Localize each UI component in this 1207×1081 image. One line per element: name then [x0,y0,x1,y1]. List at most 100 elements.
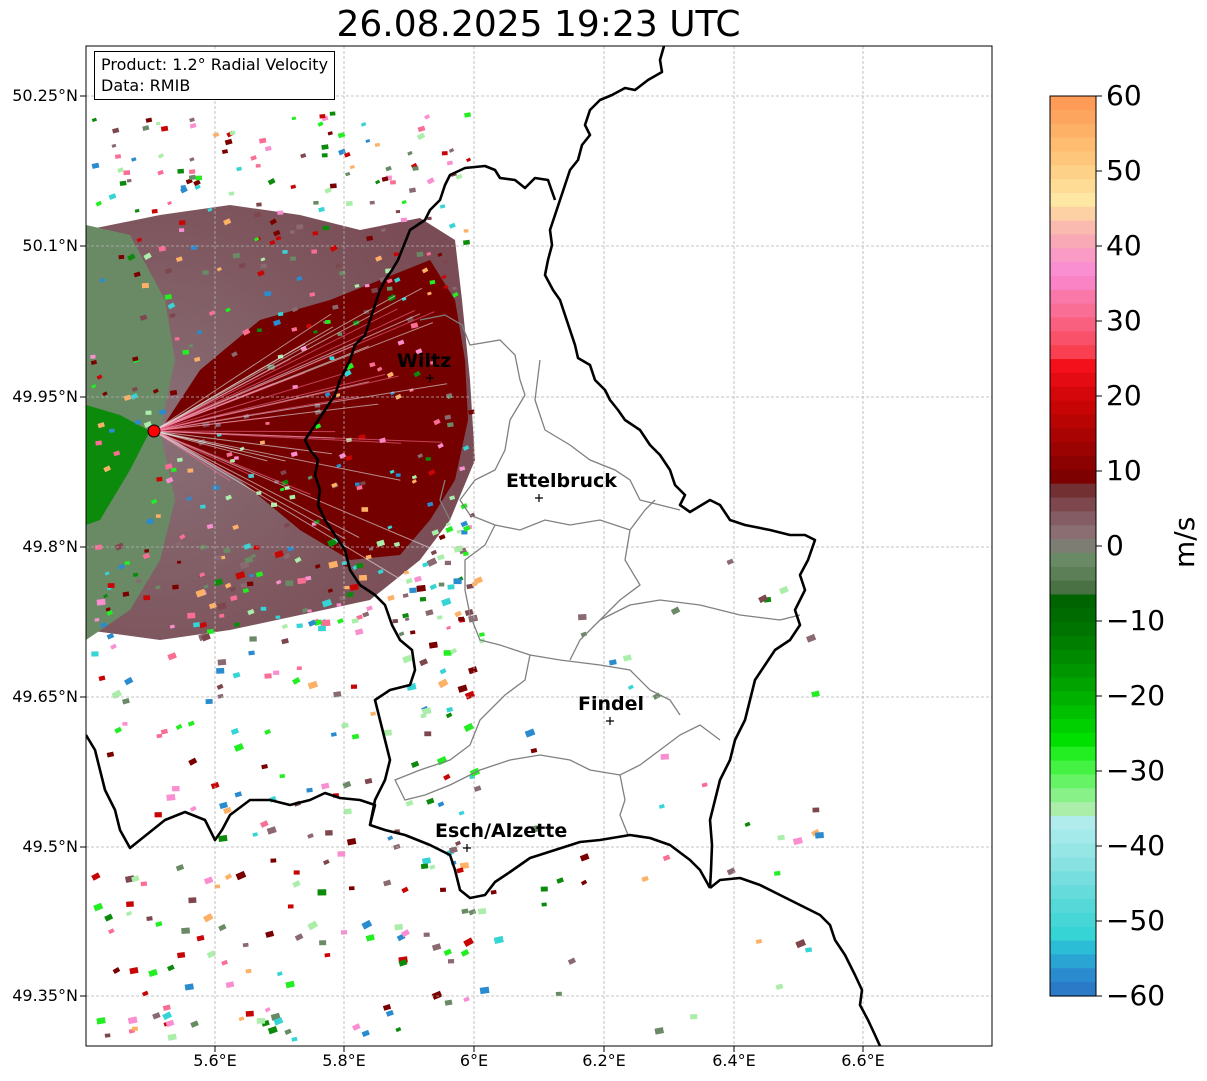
echo-pixel [270,858,277,863]
colorbar-swatch [1050,165,1096,180]
echo-pixel [422,562,429,568]
echo-pixel [99,277,106,283]
echo-pixel [449,846,458,854]
echo-pixel [236,166,242,172]
echo-pixel [182,349,190,355]
echo-pixel [446,160,454,166]
echo-pixel [226,451,233,458]
echo-pixel [395,473,401,477]
echo-pixel [90,354,96,359]
echo-pixel [123,394,132,401]
echo-pixel [189,169,196,175]
echo-pixel [202,270,209,275]
echo-pixel [431,943,442,951]
colorbar-swatch [1050,691,1096,706]
echo-pixel [133,271,141,278]
echo-pixel [188,897,197,904]
echo-pixel [199,572,206,578]
echo-pixel [365,934,375,942]
echo-pixel [292,677,301,685]
colorbar-swatch [1050,442,1096,457]
echo-pixel [385,165,392,172]
echo-pixel [109,428,115,433]
echo-streak [153,430,311,495]
echo-pixel [213,578,224,587]
echo-pixel [155,921,163,928]
echo-pixel [175,541,182,547]
echo-pixel [106,610,114,616]
colorbar-swatch [1050,746,1096,762]
colorbar-tick-label: −30 [1106,754,1166,787]
echo-pixel [327,131,333,136]
echo-pixel [361,507,369,512]
echo-pixel [407,150,413,156]
echo-pixel [416,132,426,141]
echo-pixel [114,726,123,734]
echo-pixel [462,445,470,451]
echo-pixel [325,830,333,836]
echo-pixel [229,130,236,136]
echo-pixel [427,216,432,221]
echo-pixel [393,252,399,257]
echo-pixel [122,698,130,705]
echo-pixel [337,332,343,337]
echo-pixel [416,251,424,257]
echo-pixel [324,187,332,194]
echo-streak [153,310,415,432]
axis-ticks [80,95,864,1052]
echo-pixel [219,801,228,810]
echo-pixel [437,615,443,620]
echo-pixel [189,117,195,123]
colorbar-swatch [1050,386,1096,402]
echo-pixel [97,422,105,429]
echo-pixel [701,782,708,788]
echo-pixel [151,208,158,214]
echo-pixel [102,593,109,599]
echo-pixel [189,157,195,162]
echo-pixel [230,727,240,735]
echo-pixel [107,583,115,588]
colorbar-swatch [1050,649,1096,665]
echo-pixel [744,821,751,828]
echo-pixel [403,570,410,575]
echo-speckles [90,111,824,1042]
echo-pixel [346,837,357,846]
colorbar-swatch [1050,968,1096,983]
echo-pixel [175,723,183,730]
colorbar-tick-label: 40 [1106,229,1142,262]
echo-pixel [314,423,322,430]
echo-pixel [690,1014,698,1020]
echo-pixel [294,556,302,564]
colorbar-swatch [1050,400,1096,416]
echo-pixel [307,475,313,480]
echo-pixel [167,652,177,661]
echo-pixel [282,250,288,254]
echo-pixel [381,176,389,182]
echo-pixel [169,389,178,396]
colorbar-swatch [1050,663,1096,679]
echo-pixel [444,999,453,1006]
echo-pixel [317,121,324,127]
canton-borders [394,314,801,836]
echo-pixel [141,282,149,289]
echo-pixel [247,608,255,616]
lat-tick-label: 49.5°N [22,837,78,856]
echo-pixel [775,983,784,990]
echo-pixel [306,787,313,793]
echo-pixel [279,487,285,492]
lat-tick-label: 50.1°N [22,236,78,255]
echo-pixel [235,870,247,881]
echo-pixel [330,732,337,737]
echo-pixel [203,912,214,923]
echo-pixel [171,785,180,792]
echo-pixel [275,615,281,619]
radar-site-marker [147,424,161,438]
colorbar-swatch [1050,317,1096,332]
echo-pixel [158,409,167,415]
echo-pixel [260,606,267,611]
echo-pixel [392,619,399,624]
echo-pixel [362,611,370,618]
echo-pixel [292,880,301,888]
echo-pixel [352,1023,361,1031]
echo-pixel [351,617,359,624]
